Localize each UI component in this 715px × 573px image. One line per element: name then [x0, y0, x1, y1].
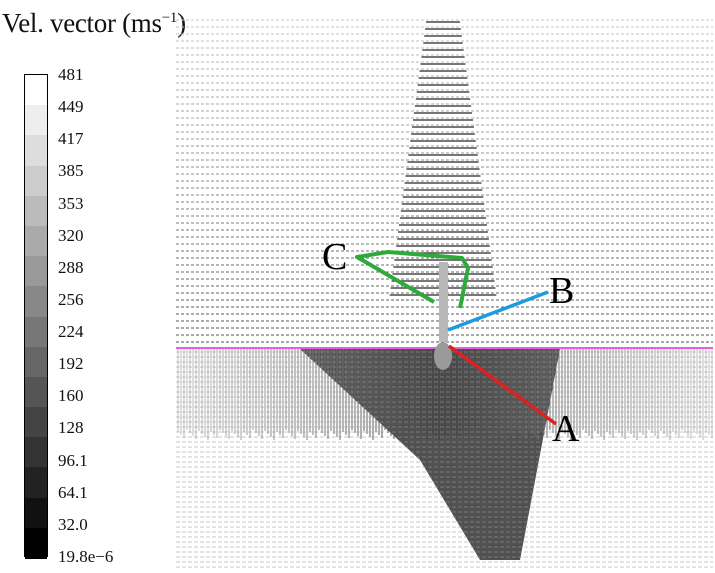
colorbar-segment — [25, 165, 47, 197]
colorbar-segment — [25, 376, 47, 409]
label-c-pointer — [355, 250, 470, 309]
label-b: B — [549, 270, 575, 312]
colorbar-segment — [25, 75, 47, 107]
legend-title-text: Vel. vector (ms — [2, 8, 162, 38]
colorbar-tick-label: 288 — [58, 257, 84, 277]
colorbar-tick-label: 96.1 — [58, 450, 88, 470]
colorbar-segment — [25, 527, 47, 559]
central-jet-vectors — [389, 21, 497, 296]
colorbar-segment — [25, 316, 47, 348]
upper-region-vectors — [176, 19, 713, 343]
colorbar-tick-label: 385 — [58, 161, 84, 181]
colorbar-tick-label: 160 — [58, 386, 84, 406]
label-a: A — [552, 408, 580, 450]
colorbar-segment — [25, 105, 47, 137]
electrode-column — [439, 262, 448, 342]
colorbar-tick-label: 32.0 — [58, 514, 88, 534]
colorbar-segment — [25, 407, 47, 439]
legend-title-close: ) — [177, 8, 186, 38]
label-b-pointer — [447, 290, 549, 332]
colorbar-tick-label: 19.8e−6 — [58, 547, 114, 566]
colorbar-tick-label: 128 — [58, 418, 84, 438]
colorbar-segment — [25, 497, 47, 529]
colorbar-segment — [25, 437, 47, 469]
colorbar-segment — [25, 135, 47, 167]
colorbar-segment — [25, 286, 47, 318]
colorbar-tick-label: 320 — [58, 225, 84, 245]
colorbar-tick-label: 449 — [58, 97, 84, 117]
colorbar-segment — [25, 467, 47, 499]
legend-title: Vel. vector (ms−1) — [2, 8, 186, 39]
label-a-pointer — [447, 344, 558, 426]
colorbar-segment — [25, 346, 47, 378]
colorbar-tick-label: 353 — [58, 193, 84, 213]
colorbar-tick-label: 224 — [58, 322, 84, 342]
colorbar-tick-label: 192 — [58, 354, 84, 374]
velocity-colorbar — [24, 74, 48, 559]
colorbar-tick-labels: 481 449 417 385 353 320 288 256 224 192 160 128 96.1… — [58, 0, 138, 573]
colorbar-tick-label: 256 — [58, 289, 84, 309]
colorbar-tick-label: 64.1 — [58, 482, 88, 502]
legend-title-exponent: −1 — [161, 10, 178, 26]
label-c: C — [322, 236, 348, 278]
colorbar-tick-label: 481 — [58, 65, 84, 84]
colorbar-tick-label: 417 — [58, 129, 84, 149]
colorbar-segment — [25, 256, 47, 288]
lower-region-vectors — [176, 351, 713, 568]
lower-region-dense-vectors — [177, 349, 713, 560]
colorbar-segment — [25, 195, 47, 227]
arc-core — [434, 342, 452, 370]
colorbar-segment — [25, 225, 47, 258]
